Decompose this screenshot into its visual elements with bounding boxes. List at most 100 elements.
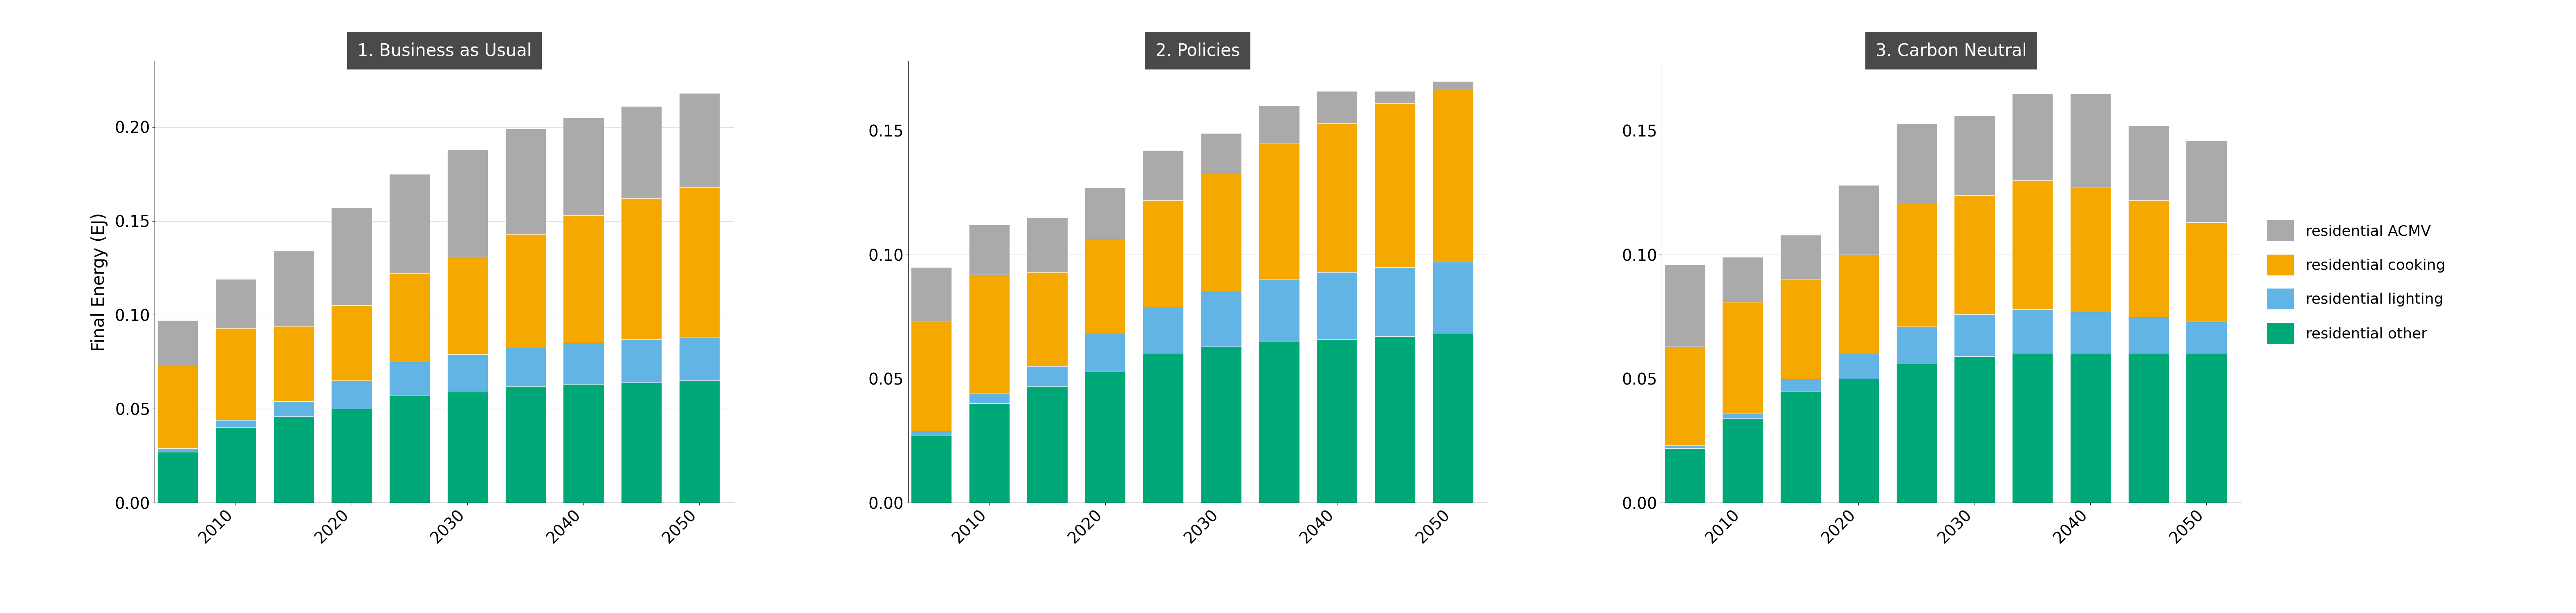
- Bar: [216, 420, 255, 427]
- Bar: [505, 234, 546, 347]
- Title: 2. Policies: 2. Policies: [1157, 42, 1239, 59]
- Bar: [1200, 133, 1242, 173]
- Bar: [505, 386, 546, 503]
- Bar: [1028, 367, 1066, 386]
- Bar: [1896, 327, 1937, 364]
- Bar: [448, 392, 487, 503]
- Bar: [1664, 265, 1705, 346]
- Bar: [1896, 364, 1937, 503]
- Bar: [2012, 354, 2053, 503]
- Bar: [912, 431, 951, 436]
- Bar: [1664, 346, 1705, 446]
- Bar: [332, 381, 371, 409]
- Bar: [216, 328, 255, 420]
- Bar: [969, 275, 1010, 394]
- Bar: [448, 150, 487, 257]
- Bar: [1316, 272, 1358, 339]
- Bar: [389, 395, 430, 503]
- Bar: [157, 452, 198, 503]
- Bar: [564, 384, 603, 503]
- Bar: [1723, 257, 1762, 302]
- Bar: [621, 199, 662, 339]
- Bar: [1723, 413, 1762, 418]
- Bar: [2187, 322, 2226, 354]
- Bar: [332, 208, 371, 305]
- Bar: [1084, 334, 1126, 371]
- Bar: [1260, 106, 1298, 143]
- Bar: [1955, 356, 1994, 503]
- Bar: [1723, 302, 1762, 413]
- Bar: [157, 448, 198, 452]
- Bar: [389, 273, 430, 362]
- Bar: [1200, 346, 1242, 503]
- Bar: [1839, 255, 1878, 354]
- Bar: [273, 251, 314, 326]
- Bar: [1780, 235, 1821, 280]
- Bar: [680, 187, 719, 337]
- Bar: [1200, 292, 1242, 346]
- Title: 3. Carbon Neutral: 3. Carbon Neutral: [1875, 42, 2027, 59]
- Bar: [1896, 203, 1937, 327]
- Bar: [2071, 94, 2110, 188]
- Bar: [1144, 200, 1182, 306]
- Bar: [912, 436, 951, 503]
- Bar: [505, 347, 546, 386]
- Bar: [2128, 354, 2169, 503]
- Bar: [389, 174, 430, 273]
- Bar: [1028, 272, 1066, 367]
- Bar: [1316, 123, 1358, 272]
- Bar: [1896, 123, 1937, 203]
- Bar: [332, 305, 371, 381]
- Bar: [1839, 379, 1878, 503]
- Bar: [912, 322, 951, 431]
- Bar: [273, 416, 314, 503]
- Bar: [1839, 185, 1878, 255]
- Bar: [389, 362, 430, 395]
- Bar: [332, 409, 371, 503]
- Bar: [1664, 446, 1705, 448]
- Bar: [1200, 173, 1242, 292]
- Bar: [2012, 94, 2053, 180]
- Bar: [273, 326, 314, 402]
- Bar: [1028, 386, 1066, 503]
- Bar: [1839, 354, 1878, 379]
- Bar: [2071, 354, 2110, 503]
- Legend: residential ACMV, residential cooking, residential lighting, residential other: residential ACMV, residential cooking, r…: [2259, 213, 2452, 351]
- Bar: [1260, 280, 1298, 341]
- Bar: [621, 339, 662, 383]
- Bar: [621, 107, 662, 199]
- Bar: [2071, 188, 2110, 312]
- Bar: [680, 337, 719, 381]
- Bar: [912, 267, 951, 322]
- Bar: [680, 93, 719, 187]
- Bar: [2012, 309, 2053, 354]
- Bar: [1664, 448, 1705, 503]
- Bar: [1780, 391, 1821, 503]
- Bar: [1376, 104, 1414, 267]
- Bar: [216, 427, 255, 503]
- Bar: [1144, 306, 1182, 354]
- Bar: [1260, 341, 1298, 503]
- Bar: [1432, 88, 1473, 262]
- Bar: [2071, 312, 2110, 354]
- Bar: [1144, 354, 1182, 503]
- Bar: [969, 403, 1010, 503]
- Bar: [448, 354, 487, 392]
- Bar: [1028, 218, 1066, 272]
- Bar: [564, 118, 603, 215]
- Bar: [969, 394, 1010, 403]
- Bar: [2187, 223, 2226, 322]
- Bar: [1376, 267, 1414, 337]
- Bar: [680, 381, 719, 503]
- Bar: [1955, 195, 1994, 314]
- Bar: [2128, 317, 2169, 354]
- Y-axis label: Final Energy (EJ): Final Energy (EJ): [90, 213, 108, 351]
- Bar: [1376, 337, 1414, 503]
- Bar: [505, 129, 546, 234]
- Bar: [1260, 143, 1298, 280]
- Bar: [1316, 91, 1358, 123]
- Bar: [1144, 151, 1182, 200]
- Bar: [2012, 180, 2053, 309]
- Bar: [1432, 334, 1473, 503]
- Bar: [2187, 354, 2226, 503]
